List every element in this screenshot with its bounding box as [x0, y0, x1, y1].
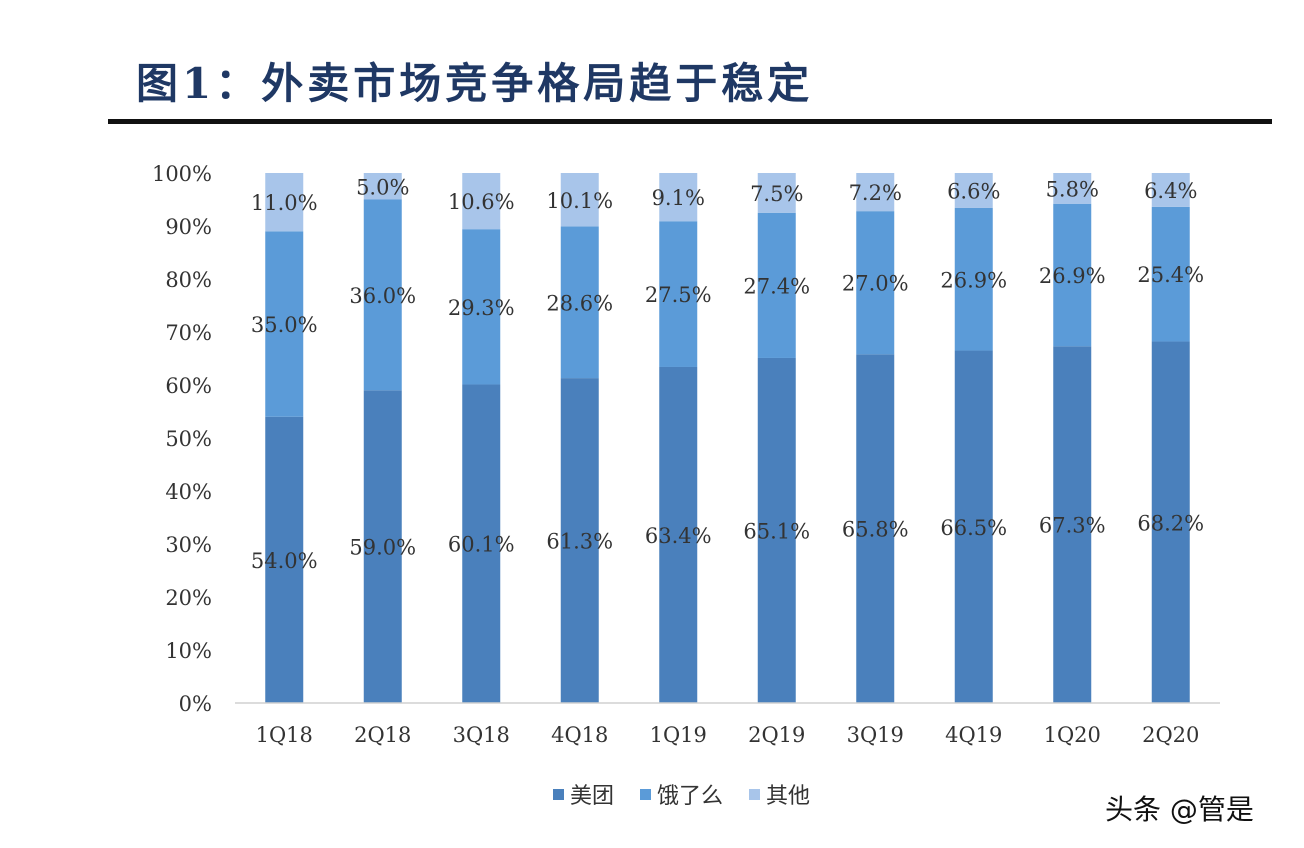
bar-segment: [363, 199, 402, 391]
data-label: 10.6%: [448, 190, 515, 214]
bar-segment: [954, 350, 993, 703]
data-label: 10.1%: [546, 189, 613, 213]
bar-segment: [659, 366, 698, 703]
data-label: 25.4%: [1137, 263, 1204, 287]
data-label: 26.9%: [1039, 264, 1106, 288]
x-tick-label: 2Q18: [354, 723, 411, 747]
y-tick-label: 90%: [165, 215, 212, 239]
bar-segment: [659, 221, 698, 367]
title-underline: [108, 119, 1272, 124]
data-label: 28.6%: [546, 291, 613, 315]
bar-segment: [1053, 173, 1092, 204]
bar-segment: [659, 173, 698, 222]
x-tick-label: 4Q19: [945, 723, 1002, 747]
bar-segment: [856, 173, 895, 212]
data-label: 65.8%: [842, 518, 909, 542]
bar-segment: [856, 354, 895, 703]
data-label: 60.1%: [448, 533, 515, 557]
bar-segment: [265, 416, 304, 703]
legend-label: 美团: [570, 784, 615, 809]
legend-item-other: 其他: [749, 778, 810, 810]
bar-segment: [757, 357, 796, 703]
x-tick-label: 1Q19: [650, 723, 707, 747]
bar-segment: [265, 173, 304, 232]
legend-swatch: [553, 788, 564, 800]
data-label: 5.0%: [356, 175, 409, 199]
y-tick-label: 100%: [152, 162, 212, 186]
bar-segment: [363, 390, 402, 703]
y-tick-label: 10%: [165, 639, 212, 663]
data-label: 61.3%: [546, 530, 613, 554]
data-label: 29.3%: [448, 296, 515, 320]
bar-segment: [757, 212, 796, 358]
data-label: 5.8%: [1046, 177, 1099, 201]
legend: 美团 饿了么 其他: [553, 778, 810, 810]
y-tick-label: 0%: [179, 692, 212, 716]
watermark: 头条 @管是: [1105, 793, 1254, 826]
data-label: 67.3%: [1039, 514, 1106, 538]
bar-segment: [1151, 173, 1190, 207]
y-tick-label: 60%: [165, 374, 212, 398]
data-label: 65.1%: [743, 519, 810, 543]
bar-segment: [462, 384, 501, 703]
data-label: 68.2%: [1137, 511, 1204, 535]
bar-segment: [560, 378, 599, 703]
bar-segment: [462, 229, 501, 385]
bar-segment: [363, 173, 402, 200]
legend-swatch: [640, 788, 652, 800]
legend-label: 其他: [766, 784, 811, 809]
data-label: 35.0%: [251, 313, 318, 337]
legend-label: 饿了么: [657, 784, 724, 809]
data-label: 7.5%: [750, 182, 803, 206]
bar-segment: [560, 226, 599, 379]
data-label: 54.0%: [251, 549, 318, 573]
data-label: 27.0%: [842, 272, 909, 296]
x-tick-label: 1Q18: [256, 723, 313, 747]
bar-segment: [560, 173, 599, 227]
data-label: 7.2%: [849, 181, 902, 205]
data-label: 36.0%: [349, 284, 416, 308]
bar-segment: [856, 211, 895, 355]
y-tick-label: 70%: [165, 321, 212, 345]
data-label: 6.4%: [1144, 179, 1197, 203]
data-label: 66.5%: [940, 516, 1007, 540]
bar-segment: [1053, 346, 1092, 703]
bar-segment: [1151, 341, 1190, 703]
legend-swatch: [749, 788, 761, 800]
data-label: 27.5%: [645, 283, 712, 307]
bar-segment: [757, 173, 796, 213]
y-tick-label: 30%: [165, 533, 212, 557]
data-label: 27.4%: [743, 274, 810, 298]
data-label: 9.1%: [652, 186, 705, 210]
bar-segment: [265, 231, 304, 417]
legend-item-meituan: 美团: [553, 778, 614, 810]
y-tick-label: 50%: [165, 427, 212, 451]
y-tick-label: 80%: [165, 268, 212, 292]
bar-segment: [1151, 206, 1190, 342]
y-tick-label: 40%: [165, 480, 212, 504]
bar-segment: [1053, 203, 1092, 347]
data-label: 6.6%: [947, 179, 1000, 203]
x-tick-label: 1Q20: [1044, 723, 1101, 747]
bar-segment: [954, 173, 993, 208]
bar-segment: [462, 173, 501, 230]
data-label: 63.4%: [645, 524, 712, 548]
bar-segment: [954, 207, 993, 351]
data-label: 26.9%: [940, 268, 1007, 292]
legend-item-eleme: 饿了么: [640, 778, 723, 810]
figure-title: 图1：外卖市场竞争格局趋于稳定: [136, 59, 814, 108]
x-tick-label: 3Q19: [847, 723, 904, 747]
data-label: 59.0%: [349, 536, 416, 560]
x-tick-label: 2Q20: [1142, 723, 1199, 747]
x-tick-label: 2Q19: [748, 723, 805, 747]
x-tick-label: 4Q18: [551, 723, 608, 747]
data-label: 11.0%: [251, 191, 318, 215]
y-tick-label: 20%: [165, 586, 212, 610]
x-tick-label: 3Q18: [453, 723, 510, 747]
